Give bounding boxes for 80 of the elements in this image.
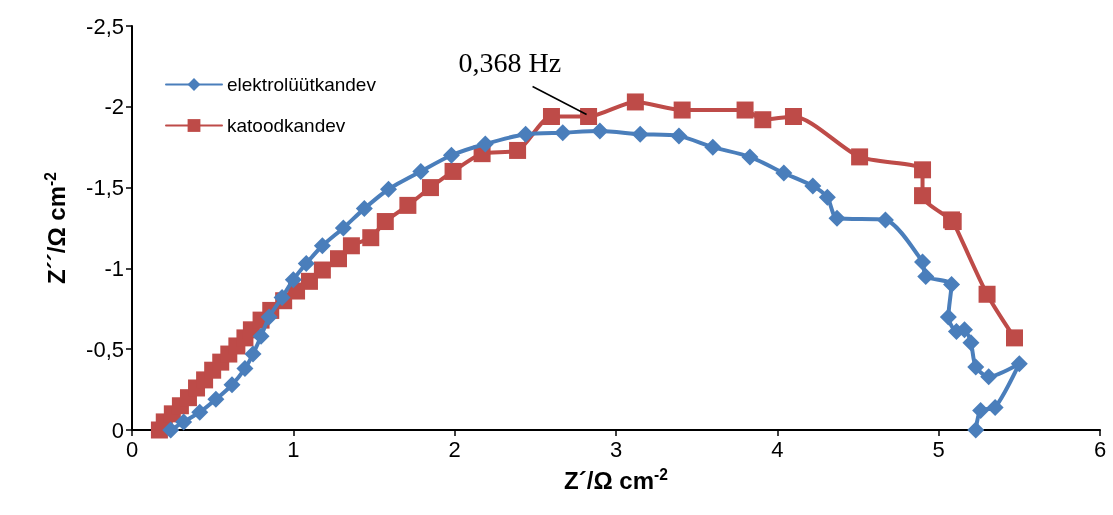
- point: [736, 101, 754, 119]
- y-tick-label: -2: [104, 94, 124, 120]
- point: [517, 125, 535, 143]
- point: [804, 177, 822, 195]
- point: [917, 267, 935, 285]
- point: [330, 250, 348, 268]
- annotation: 0,368 Hz: [458, 47, 562, 78]
- point: [223, 376, 241, 394]
- point: [972, 402, 990, 420]
- y-tick-label: -1: [104, 255, 124, 281]
- point: [313, 261, 331, 279]
- point: [509, 141, 527, 159]
- point: [334, 219, 352, 237]
- point: [914, 161, 932, 179]
- point: [978, 285, 996, 303]
- y-tick-label: -0,5: [86, 336, 124, 362]
- y-axis-title: Z´´/Ω cm-2: [41, 171, 70, 284]
- point: [851, 148, 869, 166]
- point: [300, 272, 318, 290]
- y-tick-label: -1,5: [86, 175, 124, 201]
- point: [626, 93, 644, 111]
- point: [313, 237, 331, 255]
- point: [876, 211, 894, 229]
- point: [260, 308, 278, 326]
- point: [580, 108, 598, 125]
- point: [980, 368, 998, 386]
- x-tick-label: 4: [771, 436, 784, 462]
- point: [399, 196, 417, 214]
- legend-label: katoodkandev: [227, 115, 346, 136]
- point: [741, 148, 759, 166]
- point: [376, 213, 394, 231]
- point: [355, 200, 373, 218]
- y-tick-label: 0: [111, 417, 124, 443]
- point: [380, 180, 398, 198]
- point: [914, 253, 932, 271]
- y-tick-label: -2,5: [86, 13, 124, 39]
- point: [476, 135, 494, 153]
- point: [943, 276, 961, 294]
- point: [670, 127, 688, 145]
- point: [244, 345, 262, 363]
- point: [704, 138, 722, 156]
- point: [284, 271, 302, 289]
- point: [191, 403, 209, 421]
- point: [236, 360, 254, 378]
- x-tick-label: 2: [448, 436, 461, 462]
- point: [175, 413, 193, 431]
- point: [962, 334, 980, 352]
- point: [631, 125, 649, 143]
- point: [828, 209, 846, 227]
- point: [252, 327, 270, 345]
- x-tick-label: 5: [932, 436, 945, 462]
- point: [775, 164, 793, 182]
- point: [818, 188, 836, 206]
- point: [967, 358, 985, 376]
- point: [1010, 355, 1028, 373]
- point: [444, 162, 462, 180]
- point: [967, 421, 985, 439]
- point: [362, 229, 380, 247]
- point: [784, 108, 802, 125]
- point: [342, 237, 360, 255]
- point: [207, 390, 225, 408]
- point: [554, 124, 572, 142]
- x-tick-label: 1: [287, 436, 300, 462]
- point: [297, 255, 315, 273]
- point: [754, 111, 772, 129]
- point: [673, 101, 691, 119]
- legend-label: elektrolüütkandev: [227, 74, 377, 95]
- point: [591, 122, 609, 140]
- point: [914, 187, 932, 205]
- point: [1005, 329, 1023, 347]
- point: [162, 421, 180, 439]
- point: [542, 108, 560, 125]
- point: [412, 162, 430, 180]
- point: [421, 179, 439, 197]
- point: [939, 308, 957, 326]
- point: [273, 288, 291, 306]
- point: [442, 146, 460, 164]
- x-tick-label: 3: [609, 436, 623, 462]
- point: [986, 398, 1004, 416]
- x-tick-label: 6: [1093, 436, 1107, 462]
